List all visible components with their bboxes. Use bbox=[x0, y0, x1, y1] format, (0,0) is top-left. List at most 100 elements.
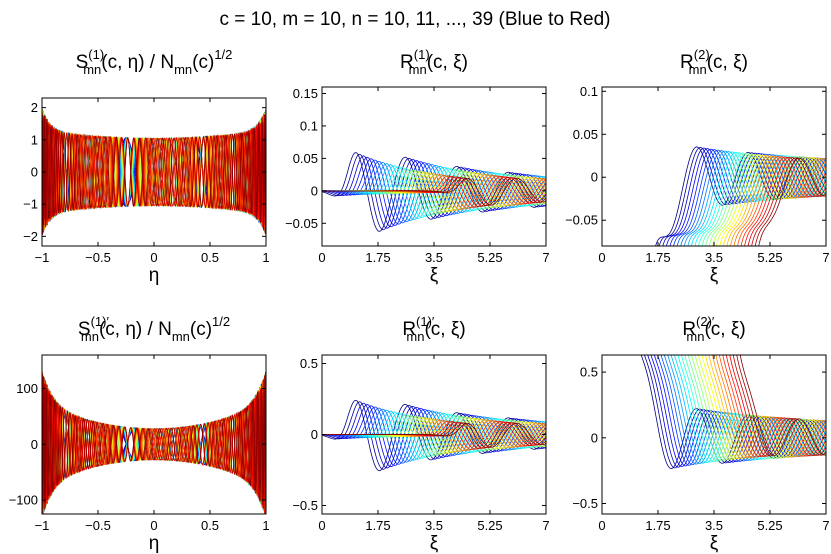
series-line-n38 bbox=[42, 383, 266, 514]
y-tick-label: 0.1 bbox=[300, 118, 318, 133]
x-tick-label: 7 bbox=[542, 250, 549, 265]
series-line-n11 bbox=[322, 401, 546, 470]
x-tick-label: 5.25 bbox=[477, 250, 502, 265]
series-line-n39 bbox=[42, 375, 266, 510]
series-line-n28 bbox=[701, 355, 826, 460]
series-line-n30 bbox=[708, 355, 826, 459]
y-tick-label: 0 bbox=[311, 183, 318, 198]
series-line-n28 bbox=[719, 154, 826, 246]
x-tick-label: −0.5 bbox=[85, 250, 111, 265]
x-tick-label: 0 bbox=[318, 250, 325, 265]
x-tick-label: 0 bbox=[150, 250, 157, 265]
series-group bbox=[42, 370, 266, 514]
y-tick-label: −0.5 bbox=[572, 496, 598, 511]
series-line-n39 bbox=[42, 114, 266, 234]
y-tick-label: 0 bbox=[31, 165, 38, 180]
x-tick-label: 7 bbox=[822, 250, 829, 265]
y-tick-label: 2 bbox=[31, 100, 38, 115]
x-tick-label: 0 bbox=[150, 518, 157, 533]
series-line-n25 bbox=[708, 153, 826, 246]
chart-panel-2: 0 1.75 3.5 5.25 7 −0.05 0 0.05 0.1 0.15 ξ R(1) mn(c,… bbox=[285, 47, 550, 286]
x-axis-label: ξ bbox=[710, 265, 719, 286]
x-tick-label: 7 bbox=[822, 518, 829, 533]
series-line-n10 bbox=[322, 399, 546, 472]
series-line-n23 bbox=[701, 152, 826, 246]
series-line-n32 bbox=[715, 355, 826, 459]
series-line-n37 bbox=[42, 114, 266, 237]
y-tick-label: −2 bbox=[23, 229, 38, 244]
y-tick-label: −0.05 bbox=[565, 213, 598, 228]
y-tick-label: 0.1 bbox=[580, 84, 598, 99]
x-tick-label: 5.25 bbox=[477, 518, 502, 533]
series-line-n11 bbox=[322, 153, 546, 231]
series-line-n27 bbox=[715, 154, 826, 246]
series-line-n35 bbox=[42, 372, 266, 509]
y-tick-label: 0 bbox=[31, 437, 38, 452]
series-line-n31 bbox=[711, 355, 826, 459]
x-tick-label: 5.25 bbox=[757, 250, 782, 265]
series-line-n18 bbox=[322, 163, 546, 221]
series-line-n39 bbox=[322, 422, 546, 448]
x-tick-label: 0 bbox=[598, 250, 605, 265]
series-line-n12 bbox=[322, 402, 546, 469]
chart-panel-6: 0 1.75 3.5 5.25 7−0.500.5ξR(2)′ mn(c, ξ) bbox=[572, 314, 829, 554]
y-tick-label: 0 bbox=[311, 427, 318, 442]
y-tick-label: 0.05 bbox=[573, 127, 598, 142]
y-tick-label: 0 bbox=[591, 430, 598, 445]
x-tick-label: −0.5 bbox=[85, 518, 111, 533]
series-group bbox=[322, 152, 546, 232]
y-tick-label: −0.5 bbox=[292, 498, 318, 513]
series-line-n37 bbox=[42, 373, 266, 514]
series-line-n29 bbox=[722, 154, 826, 246]
x-axis-label: ξ bbox=[430, 265, 439, 286]
x-tick-label: 3.5 bbox=[705, 250, 723, 265]
series-line-n25 bbox=[691, 355, 826, 461]
x-tick-label: 0.5 bbox=[201, 518, 219, 533]
x-tick-label: 1 bbox=[262, 250, 269, 265]
x-tick-label: 1 bbox=[262, 518, 269, 533]
series-line-n37 bbox=[751, 157, 826, 246]
chart-panel-1: −1 −0.5 0 0.5 1 −2 −1 0 1 2 η S(1) mn(c, η) / Nmn(c)… bbox=[23, 47, 269, 286]
series-line-n39 bbox=[739, 355, 826, 457]
series-line-n31 bbox=[729, 155, 826, 246]
panel-title: R(1) mn(c, ξ) bbox=[400, 47, 468, 77]
y-tick-label: 1 bbox=[31, 132, 38, 147]
series-group bbox=[640, 355, 826, 469]
series-line-n36 bbox=[747, 156, 826, 246]
panel-title: S(1)′ mn(c, η) / Nmn(c)1/2 bbox=[78, 314, 230, 344]
x-axis-label: η bbox=[149, 265, 160, 286]
x-axis-label: ξ bbox=[430, 533, 439, 554]
series-line-n17 bbox=[322, 162, 546, 223]
x-tick-label: 1.75 bbox=[365, 250, 390, 265]
series-line-n33 bbox=[718, 355, 826, 458]
series-line-n30 bbox=[726, 155, 826, 246]
series-line-n24 bbox=[687, 355, 826, 462]
series-line-n24 bbox=[705, 153, 826, 246]
series-line-n27 bbox=[698, 355, 826, 460]
x-tick-label: 7 bbox=[542, 518, 549, 533]
figure-title: c = 10, m = 10, n = 10, 11, ..., 39 (Blu… bbox=[220, 9, 611, 30]
x-axis-label: η bbox=[149, 533, 160, 554]
x-tick-label: 1.75 bbox=[645, 250, 670, 265]
x-tick-label: −1 bbox=[35, 250, 50, 265]
x-tick-label: 5.25 bbox=[757, 518, 782, 533]
series-line-n22 bbox=[698, 152, 826, 246]
series-line-n38 bbox=[754, 157, 826, 246]
x-axis-label: ξ bbox=[710, 533, 719, 554]
y-tick-label: −100 bbox=[9, 493, 38, 508]
chart-panel-5: 0 1.75 3.5 5.25 7−0.500.5ξR(1)′ mn(c, ξ) bbox=[292, 314, 549, 554]
series-line-n12 bbox=[322, 155, 546, 229]
series-group bbox=[322, 399, 546, 472]
series-group bbox=[42, 107, 266, 237]
series-line-n17 bbox=[322, 408, 546, 463]
x-tick-label: 0 bbox=[318, 518, 325, 533]
series-line-n18 bbox=[322, 409, 546, 462]
y-tick-label: 0.05 bbox=[293, 151, 318, 166]
series-line-n32 bbox=[733, 155, 826, 246]
series-line-n37 bbox=[732, 355, 826, 457]
x-tick-label: 1.75 bbox=[365, 518, 390, 533]
series-line-n29 bbox=[705, 355, 826, 460]
panel-title: R(2) mn(c, ξ) bbox=[680, 47, 748, 77]
y-tick-label: 0.5 bbox=[580, 365, 598, 380]
